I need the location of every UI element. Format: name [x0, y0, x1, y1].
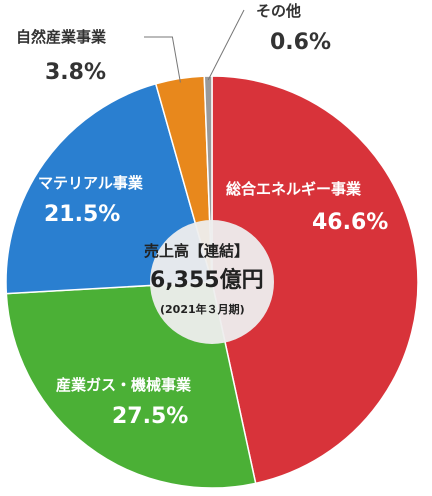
center-period: (2021年３月期) — [160, 303, 245, 316]
label-other-pct: 0.6% — [270, 30, 332, 55]
center-disc — [150, 220, 274, 344]
label-gas-name: 産業ガス・機械事業 — [56, 376, 192, 394]
center-title: 売上高【連結】 — [144, 242, 250, 260]
leader-line-other — [207, 9, 245, 81]
center-total: 6,355億円 — [150, 268, 264, 293]
label-gas-pct: 27.5% — [112, 404, 189, 429]
slice-material — [5, 82, 213, 295]
leader-line-natural — [144, 36, 181, 83]
slice-energy — [211, 75, 419, 485]
label-material-name: マテリアル事業 — [38, 174, 143, 192]
label-natural-name: 自然産業事業 — [16, 28, 107, 46]
label-material-pct: 21.5% — [44, 202, 121, 227]
label-energy-name: 総合エネルギー事業 — [226, 180, 362, 198]
label-energy-pct: 46.6% — [312, 210, 389, 235]
label-natural-pct: 3.8% — [45, 60, 107, 85]
label-other-name: その他 — [256, 2, 302, 20]
